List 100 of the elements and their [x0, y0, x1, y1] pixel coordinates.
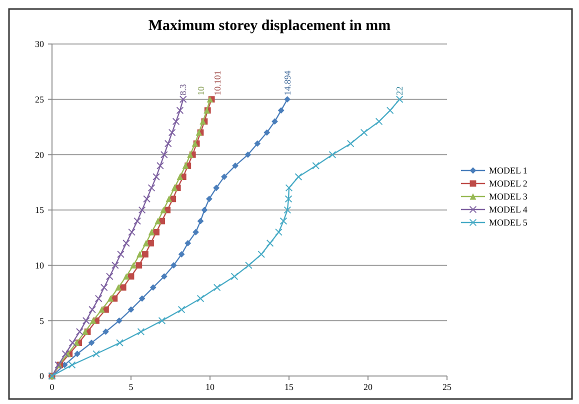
x-tick-label: 20 [364, 382, 373, 392]
annotation: 10.101 [212, 70, 223, 96]
point [94, 294, 102, 302]
point [386, 106, 394, 114]
point [245, 262, 252, 270]
point [187, 151, 194, 158]
point [100, 284, 108, 292]
legend-label: MODEL 4 [489, 204, 528, 215]
point [179, 96, 187, 104]
point [206, 196, 212, 202]
point [168, 128, 176, 136]
point [213, 184, 220, 192]
point [272, 118, 278, 125]
point [92, 350, 100, 358]
legend-label: MODEL 5 [489, 218, 528, 228]
point [232, 162, 238, 169]
point [221, 174, 228, 180]
point [197, 218, 204, 224]
annotation: 10 [196, 86, 206, 96]
point [285, 184, 293, 192]
point [346, 140, 354, 148]
point [130, 262, 137, 269]
point [148, 228, 155, 236]
point [128, 228, 136, 236]
annotation: 8.3 [178, 84, 188, 96]
point [160, 150, 168, 158]
chart-title: Maximum storey displacement in mm [148, 18, 392, 34]
point [156, 162, 164, 170]
point [275, 228, 282, 236]
point [213, 284, 221, 292]
point [254, 140, 261, 147]
point [170, 262, 177, 269]
point [112, 262, 119, 270]
point [164, 140, 172, 148]
point [284, 206, 292, 214]
annotation: 14.894 [282, 70, 292, 96]
point [102, 328, 109, 335]
point [176, 174, 184, 180]
legend-label: MODEL 2 [489, 178, 528, 189]
legend-label: MODEL 1 [489, 166, 528, 176]
point [106, 272, 114, 280]
point [192, 228, 199, 236]
point [143, 195, 150, 203]
point [123, 273, 130, 280]
point [152, 173, 160, 180]
point [178, 251, 185, 258]
point [230, 272, 238, 280]
point [284, 195, 292, 203]
point [278, 107, 284, 114]
y-tick-label: 0 [40, 371, 44, 382]
point [166, 196, 172, 202]
point [160, 206, 167, 214]
point [196, 294, 204, 302]
point [90, 317, 96, 324]
y-tick-label: 20 [35, 150, 44, 160]
point [154, 218, 162, 224]
point [128, 306, 134, 313]
point [82, 328, 88, 335]
point [115, 284, 122, 291]
y-tick-label: 5 [40, 316, 44, 326]
point [182, 162, 189, 169]
point [150, 284, 156, 291]
point [160, 273, 168, 280]
point [294, 173, 302, 180]
point [312, 162, 320, 170]
annotation: 22 [394, 86, 405, 96]
point [375, 118, 383, 126]
point [134, 217, 142, 225]
point [201, 206, 208, 214]
point [88, 306, 96, 314]
point [74, 350, 80, 358]
point [264, 129, 270, 136]
point [107, 295, 114, 302]
x-tick-label: 5 [128, 382, 134, 392]
point [116, 317, 122, 324]
point [82, 316, 90, 324]
x-tick-label: 10 [206, 382, 215, 392]
point [76, 328, 84, 336]
point [136, 251, 143, 258]
point [142, 251, 148, 258]
point [142, 240, 150, 246]
y-tick-label: 15 [35, 205, 44, 216]
point [68, 339, 76, 346]
point [328, 150, 336, 158]
point [284, 96, 291, 103]
legend-label: MODEL 3 [489, 192, 528, 202]
y-tick-label: 30 [35, 39, 44, 50]
point [171, 184, 178, 192]
point [68, 361, 76, 369]
point [153, 228, 160, 236]
point [116, 339, 124, 346]
point [98, 306, 105, 313]
point [172, 118, 180, 126]
point [138, 295, 146, 302]
point [138, 206, 146, 214]
x-tick-label: 25 [442, 382, 452, 392]
point [396, 96, 404, 104]
point [244, 151, 252, 158]
point [137, 328, 145, 336]
x-tick-label: 15 [284, 382, 294, 392]
